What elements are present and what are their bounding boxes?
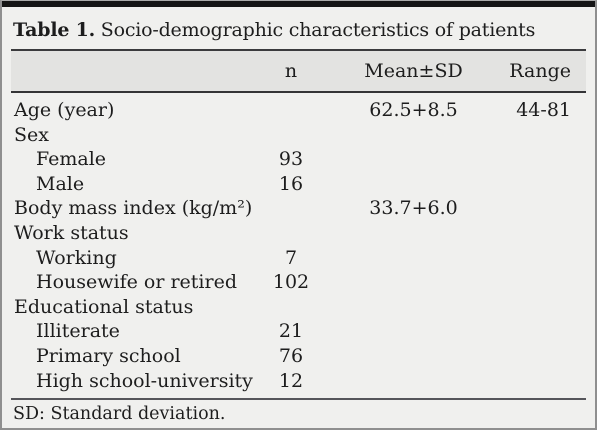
row-range-value — [466, 196, 586, 221]
row-n-value: 93 — [278, 148, 304, 171]
table-row: Male 16 — [11, 172, 586, 197]
row-range-value — [466, 270, 586, 295]
table-row: Housewife or retired 102 — [11, 270, 586, 295]
table-row: Work status — [11, 221, 586, 246]
table-header-row: n Mean±SD Range — [11, 49, 586, 93]
row-mean-value — [361, 319, 466, 344]
header-range: Range — [509, 60, 571, 82]
row-mean-value: 33.7+6.0 — [369, 197, 458, 220]
row-n-value: 102 — [272, 271, 310, 294]
row-n-value — [221, 295, 361, 320]
row-label: Male — [36, 172, 85, 195]
row-mean-value: 62.5+8.5 — [369, 99, 458, 121]
row-n-value: 7 — [284, 246, 298, 269]
footnote-divider — [11, 398, 586, 401]
row-mean-value — [361, 344, 466, 369]
row-mean-value — [361, 246, 466, 271]
row-mean-value — [361, 270, 466, 295]
row-label: Body mass index (kg/m²) — [14, 197, 253, 220]
table-row: Sex — [11, 123, 586, 148]
row-range-value: 44-81 — [516, 99, 571, 121]
row-range-value — [466, 172, 586, 197]
header-mean-sd: Mean±SD — [364, 60, 463, 82]
row-n-value — [221, 123, 361, 148]
table-row: Educational status — [11, 295, 586, 320]
row-range-value — [466, 344, 586, 369]
row-n-value — [221, 98, 361, 123]
table-title: Socio-demographic characteristics of pat… — [100, 19, 536, 41]
row-mean-value — [361, 147, 466, 172]
row-range-value — [466, 221, 586, 246]
table-footnote: SD: Standard deviation. — [13, 404, 226, 425]
row-n-value: 16 — [278, 172, 304, 195]
table-top-bar — [2, 1, 595, 7]
row-mean-value — [361, 369, 466, 394]
row-label: High school-university — [36, 369, 253, 392]
row-label: Work status — [14, 221, 129, 244]
row-label: Illiterate — [36, 320, 120, 343]
row-n-value — [221, 196, 361, 221]
table-body: Age (year) 62.5+8.5 44-81 Sex Female 93 … — [11, 93, 586, 395]
row-label: Educational status — [14, 295, 194, 318]
row-label: Sex — [14, 123, 49, 146]
table-row: Age (year) 62.5+8.5 44-81 — [11, 98, 586, 123]
row-n-value: 76 — [278, 344, 304, 367]
table-row: High school-university 12 — [11, 369, 586, 394]
row-label: Age (year) — [14, 99, 115, 121]
row-range-value — [466, 319, 586, 344]
row-range-value — [466, 246, 586, 271]
table-row: Female 93 — [11, 147, 586, 172]
table-row: Body mass index (kg/m²) 33.7+6.0 — [11, 196, 586, 221]
row-range-value — [466, 369, 586, 394]
row-n-value: 12 — [278, 369, 304, 392]
row-mean-value — [361, 295, 466, 320]
table-row: Primary school 76 — [11, 344, 586, 369]
row-mean-value — [361, 123, 466, 148]
row-label: Primary school — [36, 344, 181, 367]
row-mean-value — [361, 221, 466, 246]
table-row: Illiterate 21 — [11, 319, 586, 344]
row-n-value — [221, 221, 361, 246]
row-label: Female — [36, 148, 107, 171]
row-n-value: 21 — [278, 320, 304, 343]
row-range-value — [466, 123, 586, 148]
row-range-value — [466, 295, 586, 320]
row-label: Working — [36, 246, 117, 269]
table-row: Working 7 — [11, 246, 586, 271]
table-number: Table 1. — [13, 19, 96, 41]
header-n: n — [284, 60, 298, 82]
row-label: Housewife or retired — [36, 271, 237, 294]
table-caption: Table 1. Socio-demographic characteristic… — [2, 7, 595, 49]
row-mean-value — [361, 172, 466, 197]
row-range-value — [466, 147, 586, 172]
